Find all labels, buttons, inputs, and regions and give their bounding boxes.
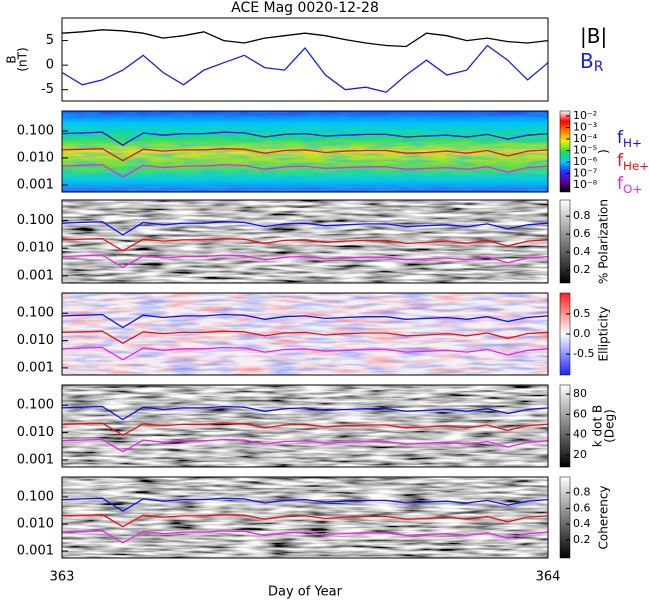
colorbar-tick-label: 0.5 <box>573 307 591 320</box>
x-tick-label: 363 <box>50 570 75 585</box>
y-axis-label: (nT) <box>16 47 30 71</box>
plot-frame <box>61 292 549 376</box>
colorbar-tick-label: -0.5 <box>573 347 594 360</box>
colorbar-tick-label: 10⁻⁸ <box>573 178 598 191</box>
colorbar <box>559 476 571 559</box>
y-tick-label: 0.100 <box>17 489 54 504</box>
colorbar-tick-label: 60 <box>573 407 587 420</box>
colorbar-tick-label: 10⁻⁶ <box>573 155 598 168</box>
legend-name: f <box>617 128 624 148</box>
y-tick-label: 0.010 <box>17 516 54 531</box>
plot-frame <box>61 384 549 468</box>
spectrogram-texture <box>62 293 548 375</box>
legend-entry: BR <box>580 49 604 76</box>
series-line <box>62 422 548 436</box>
plot-frame <box>61 110 549 193</box>
series-line <box>62 131 548 146</box>
series-line <box>62 238 548 252</box>
y-tick-label: 0.100 <box>17 398 54 413</box>
colorbar-tick-label: 0.6 <box>573 227 591 240</box>
series-line <box>62 330 548 344</box>
legend-entry: fHe+ <box>617 151 649 173</box>
legend-name: f <box>617 151 624 171</box>
colorbar-label: ) <box>597 149 611 154</box>
y-tick-label: 0.010 <box>17 333 54 348</box>
colorbar-tick-label: 10⁻² <box>573 109 597 122</box>
y-tick-label: 0.001 <box>17 268 54 283</box>
y-tick-label: 0.001 <box>17 543 54 558</box>
spectrogram-texture <box>62 111 548 192</box>
series-line <box>62 29 548 48</box>
x-axis-label: Day of Year <box>268 585 343 600</box>
legend-name: |B| <box>580 24 607 48</box>
colorbar <box>559 110 571 193</box>
colorbar-tick-label: 10⁻³ <box>573 120 597 133</box>
spectrogram-bg <box>62 477 548 558</box>
y-tick-label: 0.100 <box>17 213 54 228</box>
series-line <box>62 254 548 269</box>
colorbar-tick-label: 10⁻⁷ <box>573 167 597 180</box>
spectrogram-bg <box>62 385 548 467</box>
legend-sub: R <box>594 59 604 75</box>
plot-frame <box>61 476 549 559</box>
plot-frame <box>61 199 549 284</box>
y-tick-label: 0.001 <box>17 360 54 375</box>
y-tick-label: -5 <box>41 82 54 97</box>
legend-entry: |B| <box>580 24 607 48</box>
series-line <box>62 148 548 162</box>
colorbar <box>559 199 571 284</box>
series-line <box>62 346 548 361</box>
colorbar-label: k dot B <box>591 405 605 447</box>
y-tick-label: 0 <box>46 58 54 73</box>
y-tick-label: 0.001 <box>17 177 54 192</box>
series-line <box>62 44 548 93</box>
series-line <box>62 164 548 178</box>
y-tick-label: 0.010 <box>17 150 54 165</box>
y-tick-label: 0.010 <box>17 241 54 256</box>
plot-frame <box>61 17 549 102</box>
colorbar-tick-label: 20 <box>573 448 587 461</box>
colorbar-tick-label: 0.0 <box>573 327 591 340</box>
legend-sub: O+ <box>623 182 642 196</box>
x-tick-label: 364 <box>536 570 561 585</box>
legend-name: B <box>580 49 594 73</box>
chart-title: ACE Mag 0020-12-28 <box>231 0 379 16</box>
y-axis-label: B <box>5 55 19 63</box>
series-line <box>62 405 548 421</box>
legend-sub: He+ <box>623 159 649 173</box>
colorbar <box>559 384 571 468</box>
colorbar-tick-label: 40 <box>573 428 587 441</box>
colorbar-tick-label: 0.2 <box>573 263 591 276</box>
colorbar-tick-label: 10⁻⁴ <box>573 132 598 145</box>
legend-name: f <box>617 174 624 194</box>
legend-entry: fH+ <box>617 128 642 150</box>
colorbar-label: (Deg) <box>603 409 617 443</box>
colorbar-tick-label: 0.4 <box>573 245 591 258</box>
series-line <box>62 530 548 544</box>
colorbar-tick-label: 0.2 <box>573 533 591 546</box>
legend-sub: H+ <box>623 136 642 150</box>
colorbar-tick-label: 10⁻⁵ <box>573 144 597 157</box>
y-tick-label: 5 <box>46 33 54 48</box>
colorbar-tick-label: 0.4 <box>573 517 591 530</box>
spectrogram-bg <box>62 200 548 283</box>
colorbar-label: Ellipticity <box>597 307 611 362</box>
y-tick-label: 0.001 <box>17 452 54 467</box>
colorbar-tick-label: 0.8 <box>573 209 591 222</box>
series-line <box>62 438 548 453</box>
series-line <box>62 221 548 236</box>
legend-entry: fO+ <box>617 174 642 196</box>
colorbar-tick-label: 0.6 <box>573 501 591 514</box>
y-tick-label: 0.100 <box>17 123 54 138</box>
colorbar-tick-label: 0.8 <box>573 486 591 499</box>
y-tick-label: 0.100 <box>17 306 54 321</box>
colorbar-label: % Polarization <box>597 199 611 284</box>
colorbar-tick-label: 80 <box>573 387 587 400</box>
series-line <box>62 514 548 528</box>
y-tick-label: 0.010 <box>17 425 54 440</box>
series-line <box>62 313 548 329</box>
colorbar-label: Coherency <box>597 485 611 549</box>
series-line <box>62 497 548 512</box>
